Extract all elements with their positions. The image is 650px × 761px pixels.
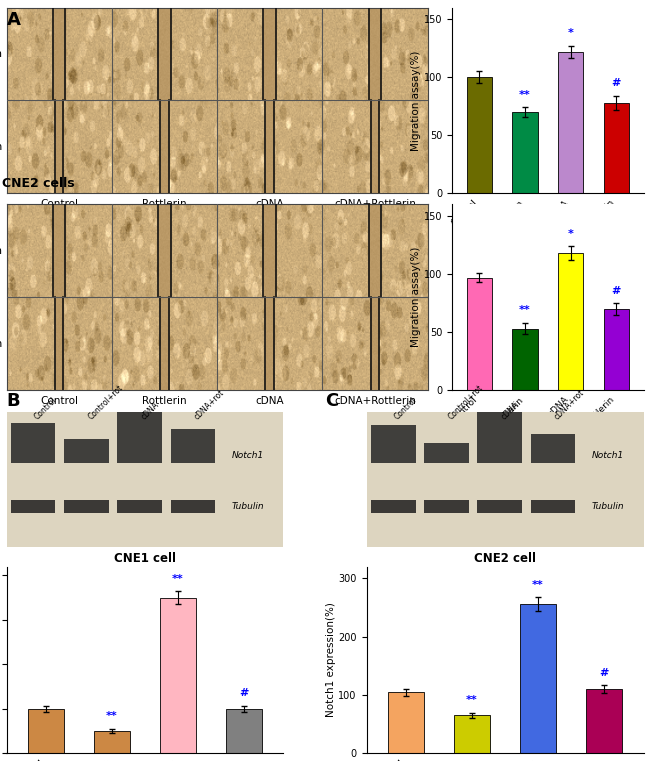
Bar xyxy=(530,500,575,514)
Text: Tubulin: Tubulin xyxy=(231,502,264,511)
Text: 0h: 0h xyxy=(0,49,3,59)
Text: 0h: 0h xyxy=(0,246,3,256)
Bar xyxy=(117,396,162,463)
Bar xyxy=(558,253,583,390)
Text: 28h: 28h xyxy=(0,142,3,152)
Text: Tubulin: Tubulin xyxy=(592,502,624,511)
Text: cDNA: cDNA xyxy=(140,400,161,421)
Text: 24h: 24h xyxy=(0,339,3,349)
Text: Notch1: Notch1 xyxy=(231,451,263,460)
Text: cDNA+rot: cDNA+rot xyxy=(553,387,586,421)
Text: cDNA+Rottlerin: cDNA+Rottlerin xyxy=(334,396,416,406)
Text: **: ** xyxy=(519,305,531,315)
Bar xyxy=(530,434,575,463)
Bar xyxy=(467,278,492,390)
Bar xyxy=(424,443,469,463)
Text: B: B xyxy=(6,392,20,410)
Bar xyxy=(226,709,262,753)
Text: Rottlerin: Rottlerin xyxy=(142,199,187,209)
Text: Control+rot: Control+rot xyxy=(86,383,125,421)
Text: cDNA+Rottlerin: cDNA+Rottlerin xyxy=(334,199,416,209)
Bar xyxy=(160,597,196,753)
Bar xyxy=(370,500,415,514)
Text: cDNA+rot: cDNA+rot xyxy=(193,387,226,421)
Bar xyxy=(28,709,64,753)
Text: CNE2 cells: CNE2 cells xyxy=(3,177,75,189)
Bar xyxy=(11,422,55,463)
Bar xyxy=(370,425,415,463)
Text: *: * xyxy=(567,28,573,39)
Bar xyxy=(477,398,522,463)
Text: cDNA: cDNA xyxy=(255,199,284,209)
Bar xyxy=(424,500,469,514)
Text: **: ** xyxy=(532,580,544,590)
Text: Control: Control xyxy=(40,396,78,406)
Text: **: ** xyxy=(172,574,184,584)
Bar xyxy=(117,500,162,514)
Bar xyxy=(170,429,215,463)
Bar xyxy=(558,52,583,193)
Text: #: # xyxy=(612,285,621,296)
Text: Control: Control xyxy=(393,395,419,421)
Bar xyxy=(11,500,55,514)
Text: #: # xyxy=(239,688,248,699)
Text: Control+rot: Control+rot xyxy=(447,383,485,421)
Text: A: A xyxy=(6,11,20,30)
Bar xyxy=(586,689,622,753)
Y-axis label: Notch1 expression(%): Notch1 expression(%) xyxy=(326,603,335,718)
Bar xyxy=(467,78,492,193)
Bar xyxy=(604,309,629,390)
Text: Control: Control xyxy=(40,199,78,209)
Bar xyxy=(454,715,490,753)
Bar xyxy=(520,604,556,753)
Text: #: # xyxy=(612,78,621,88)
Text: **: ** xyxy=(519,90,531,100)
Y-axis label: Migration assay(%): Migration assay(%) xyxy=(411,247,421,348)
Bar xyxy=(477,500,522,514)
Text: cDNA: cDNA xyxy=(255,396,284,406)
Text: *: * xyxy=(567,229,573,239)
Text: cDNA: cDNA xyxy=(500,400,521,421)
Text: Control: Control xyxy=(33,395,59,421)
Text: **: ** xyxy=(106,712,118,721)
Text: #: # xyxy=(599,667,608,677)
Text: C: C xyxy=(325,392,338,410)
Y-axis label: Migration assay(%): Migration assay(%) xyxy=(411,50,421,151)
Title: CNE2 cell: CNE2 cell xyxy=(474,552,536,565)
Text: Rottlerin: Rottlerin xyxy=(142,396,187,406)
Text: **: ** xyxy=(466,695,478,705)
Bar xyxy=(388,692,424,753)
Title: CNE1 cell: CNE1 cell xyxy=(114,552,176,565)
Bar xyxy=(64,500,109,514)
Bar xyxy=(512,329,538,390)
Text: Notch1: Notch1 xyxy=(592,451,623,460)
Bar xyxy=(170,500,215,514)
Bar xyxy=(512,112,538,193)
Bar xyxy=(94,731,130,753)
Bar xyxy=(64,439,109,463)
Bar xyxy=(604,103,629,193)
